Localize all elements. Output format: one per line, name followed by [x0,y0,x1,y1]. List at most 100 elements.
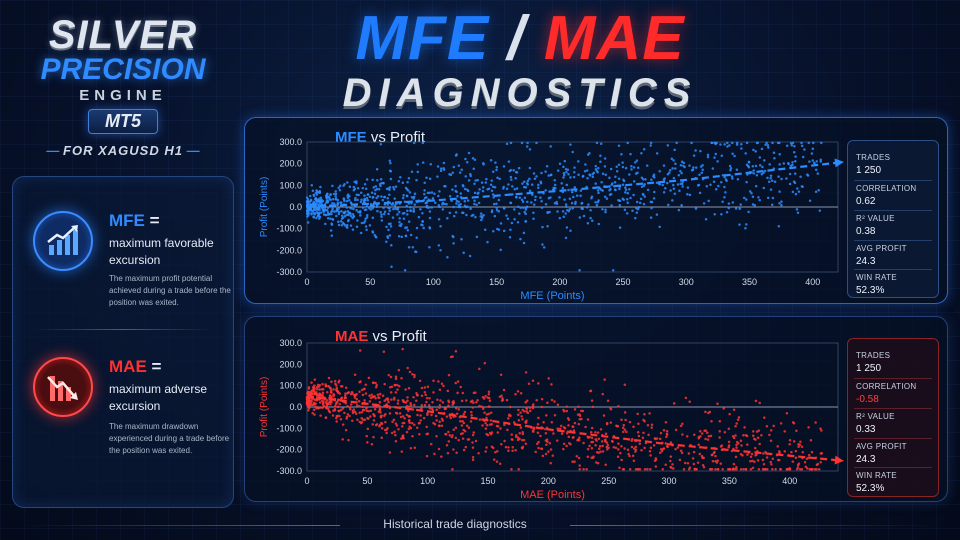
mfe-point [382,181,385,185]
mfe-point [569,176,572,179]
mfe-point [312,215,315,219]
mfe-point [485,177,488,181]
mfe-point [394,185,398,188]
mfe-point [348,198,351,202]
mfe-point [549,196,552,199]
mfe-point [688,193,692,197]
mae-point [484,421,487,425]
mfe-point [626,141,629,145]
mae-point [478,418,482,421]
mae-point [755,453,758,456]
mae-point [756,436,760,439]
mae-point [420,386,424,390]
mfe-point [455,202,458,205]
mfe-point [525,205,529,209]
mae-point [597,451,600,455]
mae-point [646,468,649,471]
mae-point [662,428,666,432]
mae-point [671,463,674,466]
mae-point [566,416,570,420]
mfe-point [568,207,572,211]
mfe-point [474,179,477,182]
mfe-point [811,159,815,162]
mfe-point [505,142,509,146]
mfe-point [306,202,309,205]
mfe-point [591,172,594,176]
mae-point [338,409,341,413]
mfe-point [346,209,350,213]
mfe-point [632,180,636,183]
mae-point [521,430,524,434]
mfe-point [421,211,424,215]
mae-point [549,461,552,465]
mae-point [490,445,494,448]
mfe-point [499,222,503,225]
mfe-point [391,216,395,219]
mfe-point [502,229,506,233]
mae-point [595,461,598,464]
mae-point [607,446,610,449]
mae-point [385,431,388,435]
mae-point [537,446,540,450]
mfe-point [352,207,355,211]
mae-point [318,392,322,396]
mfe-point [359,210,362,213]
stat-value: 52.3% [856,483,885,494]
mfe-point [628,187,631,191]
mae-point [372,419,376,422]
mfe-point [563,159,567,163]
mae-point [466,438,470,441]
mfe-point [407,220,411,223]
mae-point [469,420,473,423]
mae-point [573,460,576,463]
mfe-point [387,228,390,232]
mae-point [817,468,821,471]
mfe-x-tick-label: 350 [742,277,757,287]
mfe-point [552,186,556,190]
mae-point [727,468,731,471]
mfe-point [472,167,476,171]
mfe-point [495,206,498,209]
mfe-point [614,175,617,179]
mfe-point [482,163,485,166]
mae-point [699,435,702,438]
mae-point [444,432,447,436]
title-slash: / [489,4,544,73]
mae-point [617,405,620,408]
mfe-point [340,210,343,213]
mae-point [716,468,720,471]
mae-point [426,385,430,389]
mae-point [735,422,738,425]
mfe-y-tick-label: -300.0 [276,267,302,277]
mae-point [451,434,454,437]
mfe-point [347,218,350,222]
mfe-point [389,161,392,165]
mae-point [763,416,766,419]
mae-point [544,452,548,456]
mae-point [446,451,450,455]
mfe-point [605,197,609,200]
mae-point [745,434,749,438]
mfe-point [819,158,823,161]
mae-point [701,463,705,467]
mae-point [601,444,604,448]
mfe-point [604,173,607,177]
mae-point [744,468,748,471]
mfe-point [558,216,562,220]
mfe-point [673,192,677,196]
mae-point [360,417,363,420]
mae-point [432,391,435,394]
mfe-point [370,191,374,195]
mae-point [409,402,412,405]
mfe-point [655,213,659,216]
mae-description: The maximum drawdown experienced during … [109,422,230,455]
mfe-point [671,167,674,170]
mfe-point [311,189,315,192]
mfe-point [800,141,803,145]
mae-point [393,398,396,401]
mfe-point [307,200,310,203]
mae-point [598,444,602,448]
mfe-point [502,185,505,189]
mfe-point [618,203,622,207]
mfe-point [330,212,333,216]
